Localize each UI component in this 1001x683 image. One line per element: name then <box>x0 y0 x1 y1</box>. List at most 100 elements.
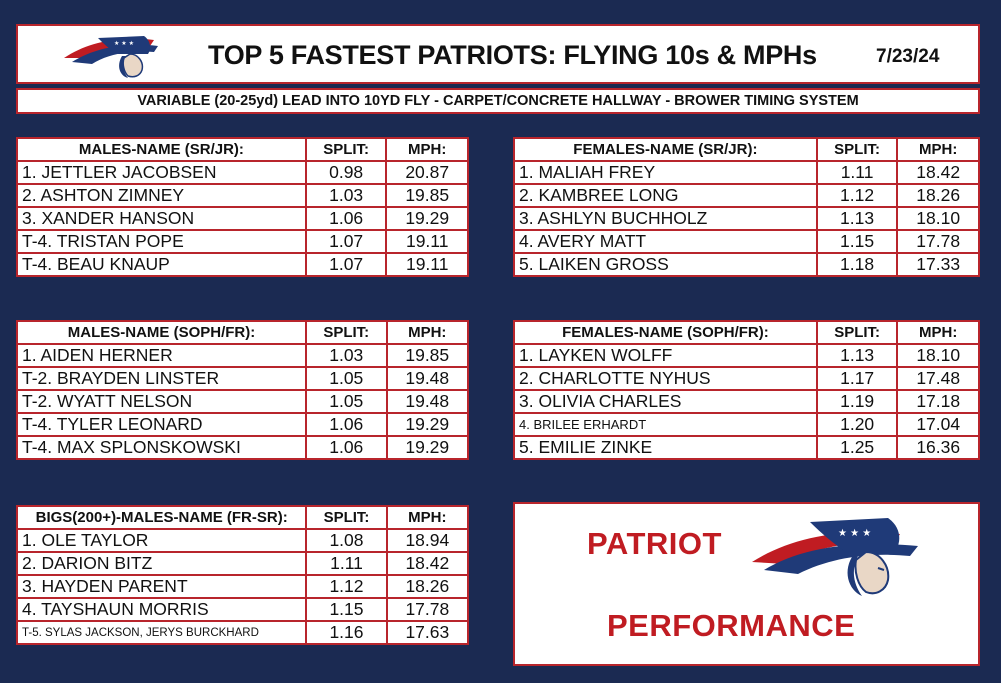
patriot-head-logo-icon: ★ ★ ★ <box>752 518 918 596</box>
athlete-name: 3. XANDER HANSON <box>16 206 307 231</box>
col-header-name: FEMALES-NAME (SOPH/FR): <box>513 320 818 345</box>
split-value: 1.11 <box>305 551 388 576</box>
athlete-name: 3. HAYDEN PARENT <box>15 574 308 599</box>
athlete-name: 4. BRILEE ERHARDT <box>513 412 818 437</box>
table-row: T-4. TRISTAN POPE 1.07 19.11 <box>16 229 469 254</box>
split-value: 1.12 <box>815 183 899 208</box>
mph-value: 19.29 <box>385 435 470 460</box>
table-row: 1. AIDEN HERNER 1.03 19.85 <box>15 343 470 368</box>
table-row: 4. BRILEE ERHARDT 1.20 17.04 <box>513 412 980 437</box>
table-row: 2. CHARLOTTE NYHUS 1.17 17.48 <box>513 366 980 391</box>
col-header-mph: MPH: <box>896 320 980 345</box>
mph-value: 18.10 <box>896 206 980 231</box>
mph-value: 19.85 <box>385 343 470 368</box>
page-title: TOP 5 FASTEST PATRIOTS: FLYING 10s & MPH… <box>208 40 817 70</box>
mph-value: 17.78 <box>896 229 980 254</box>
athlete-name: 1. JETTLER JACOBSEN <box>16 160 307 185</box>
table-header-row: FEMALES-NAME (SR/JR): SPLIT: MPH: <box>513 137 980 162</box>
split-value: 1.13 <box>815 206 899 231</box>
split-value: 1.08 <box>305 528 388 553</box>
table-header-row: BIGS(200+)-MALES-NAME (FR-SR): SPLIT: MP… <box>15 505 470 530</box>
table-row: 2. KAMBREE LONG 1.12 18.26 <box>513 183 980 208</box>
athlete-name: T-4. BEAU KNAUP <box>16 252 307 277</box>
mph-value: 17.18 <box>896 389 980 414</box>
athlete-name: 1. OLE TAYLOR <box>15 528 308 553</box>
athlete-name: 4. TAYSHAUN MORRIS <box>15 597 308 622</box>
athlete-name: 2. CHARLOTTE NYHUS <box>513 366 818 391</box>
brand-panel: PATRIOT PERFORMANCE ★ ★ ★ <box>513 502 980 666</box>
table-row: 3. OLIVIA CHARLES 1.19 17.18 <box>513 389 980 414</box>
split-value: 1.20 <box>815 412 899 437</box>
mph-value: 18.26 <box>385 574 470 599</box>
table-row: 2. ASHTON ZIMNEY 1.03 19.85 <box>16 183 469 208</box>
athlete-name: T-4. MAX SPLONSKOWSKI <box>15 435 308 460</box>
athlete-name: 2. ASHTON ZIMNEY <box>16 183 307 208</box>
split-value: 1.13 <box>815 343 899 368</box>
athlete-name: 4. AVERY MATT <box>513 229 818 254</box>
table-row: 4. TAYSHAUN MORRIS 1.15 17.78 <box>15 597 470 622</box>
split-value: 1.07 <box>304 229 388 254</box>
table-males-sophfr: MALES-NAME (SOPH/FR): SPLIT: MPH: 1. AID… <box>15 320 470 460</box>
split-value: 1.03 <box>304 183 388 208</box>
table-row: T-2. WYATT NELSON 1.05 19.48 <box>15 389 470 414</box>
col-header-split: SPLIT: <box>305 320 388 345</box>
split-value: 0.98 <box>304 160 388 185</box>
col-header-name: MALES-NAME (SR/JR): <box>16 137 307 162</box>
mph-value: 19.11 <box>385 252 469 277</box>
table-row: 5. EMILIE ZINKE 1.25 16.36 <box>513 435 980 460</box>
table-header-row: MALES-NAME (SR/JR): SPLIT: MPH: <box>16 137 469 162</box>
col-header-split: SPLIT: <box>305 505 388 530</box>
athlete-name: T-2. BRAYDEN LINSTER <box>15 366 308 391</box>
mph-value: 19.29 <box>385 412 470 437</box>
col-header-name: BIGS(200+)-MALES-NAME (FR-SR): <box>15 505 308 530</box>
table-row: 3. ASHLYN BUCHHOLZ 1.13 18.10 <box>513 206 980 231</box>
col-header-split: SPLIT: <box>304 137 388 162</box>
split-value: 1.03 <box>305 343 388 368</box>
mph-value: 18.42 <box>385 551 470 576</box>
mph-value: 17.63 <box>385 620 470 645</box>
table-row: T-2. BRAYDEN LINSTER 1.05 19.48 <box>15 366 470 391</box>
athlete-name: T-4. TRISTAN POPE <box>16 229 307 254</box>
mph-value: 18.42 <box>896 160 980 185</box>
split-value: 1.18 <box>815 252 899 277</box>
table-header-row: MALES-NAME (SOPH/FR): SPLIT: MPH: <box>15 320 470 345</box>
table-males-srjr: MALES-NAME (SR/JR): SPLIT: MPH: 1. JETTL… <box>16 137 469 277</box>
athlete-name: 3. ASHLYN BUCHHOLZ <box>513 206 818 231</box>
title-banner: ★ ★ ★ TOP 5 FASTEST PATRIOTS: FLYING 10s… <box>16 24 980 84</box>
table-row: 2. DARION BITZ 1.11 18.42 <box>15 551 470 576</box>
table-row: 5. LAIKEN GROSS 1.18 17.33 <box>513 252 980 277</box>
mph-value: 18.10 <box>896 343 980 368</box>
col-header-mph: MPH: <box>385 320 470 345</box>
split-value: 1.05 <box>305 366 388 391</box>
mph-value: 17.78 <box>385 597 470 622</box>
split-value: 1.06 <box>305 435 388 460</box>
athlete-name: 2. KAMBREE LONG <box>513 183 818 208</box>
split-value: 1.25 <box>815 435 899 460</box>
table-row: 3. HAYDEN PARENT 1.12 18.26 <box>15 574 470 599</box>
athlete-name: 1. MALIAH FREY <box>513 160 818 185</box>
col-header-mph: MPH: <box>896 137 980 162</box>
date-label: 7/23/24 <box>876 46 940 67</box>
split-value: 1.06 <box>304 206 388 231</box>
table-row: 4. AVERY MATT 1.15 17.78 <box>513 229 980 254</box>
table-row: T-4. MAX SPLONSKOWSKI 1.06 19.29 <box>15 435 470 460</box>
mph-value: 17.04 <box>896 412 980 437</box>
col-header-mph: MPH: <box>385 505 470 530</box>
split-value: 1.15 <box>815 229 899 254</box>
mph-value: 20.87 <box>385 160 469 185</box>
table-females-sophfr: FEMALES-NAME (SOPH/FR): SPLIT: MPH: 1. L… <box>513 320 980 460</box>
split-value: 1.12 <box>305 574 388 599</box>
mph-value: 19.29 <box>385 206 469 231</box>
mph-value: 19.85 <box>385 183 469 208</box>
split-value: 1.05 <box>305 389 388 414</box>
table-row: 1. LAYKEN WOLFF 1.13 18.10 <box>513 343 980 368</box>
col-header-split: SPLIT: <box>815 320 899 345</box>
patriot-logo-icon: ★ ★ ★ <box>64 36 158 78</box>
athlete-name: 5. EMILIE ZINKE <box>513 435 818 460</box>
athlete-name: 3. OLIVIA CHARLES <box>513 389 818 414</box>
athlete-name: 1. LAYKEN WOLFF <box>513 343 818 368</box>
table-row: 1. OLE TAYLOR 1.08 18.94 <box>15 528 470 553</box>
table-females-srjr: FEMALES-NAME (SR/JR): SPLIT: MPH: 1. MAL… <box>513 137 980 277</box>
brand-word-patriot: PATRIOT <box>587 526 722 561</box>
split-value: 1.16 <box>305 620 388 645</box>
